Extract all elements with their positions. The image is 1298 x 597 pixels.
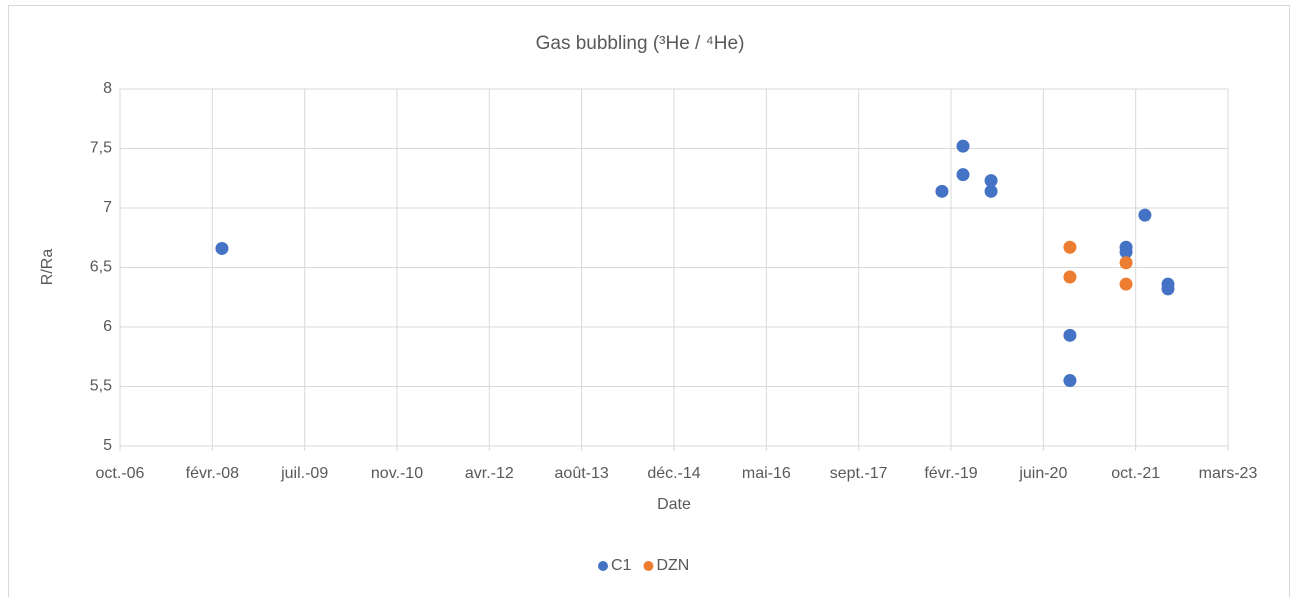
x-tick-label: juin-20 [1018,465,1067,482]
x-tick-label: juil.-09 [280,465,328,482]
x-tick-label: oct.-21 [1111,465,1160,482]
x-axis-label: Date [657,496,691,513]
point [1119,245,1133,259]
x-tick-label: nov.-10 [371,465,423,482]
y-tick-label: 5 [103,437,112,454]
point [1063,374,1077,388]
point [984,174,998,188]
legend-marker [643,561,654,571]
y-axis-label: R/Ra [39,249,56,286]
point [984,184,998,198]
x-tick-label: mars-23 [1199,465,1258,482]
point [215,241,229,255]
point [956,139,970,153]
point [1119,277,1133,291]
x-tick-label: août-13 [555,465,609,482]
point [1119,256,1133,270]
legend-label: DZN [656,557,689,574]
x-tick-label: févr.-19 [924,465,977,482]
point [1063,240,1077,254]
x-tick-label: févr.-08 [186,465,239,482]
point [956,168,970,182]
y-tick-label: 5,5 [90,378,112,395]
point [1063,270,1077,284]
y-tick-label: 6,5 [90,259,112,276]
y-tick-label: 6 [103,318,112,335]
y-tick-label: 7,5 [90,140,112,157]
y-tick-label: 8 [103,80,112,97]
legend-marker [598,561,608,571]
point [1063,328,1077,342]
x-tick-label: sept.-17 [830,465,888,482]
y-tick-label: 7 [103,199,112,216]
x-tick-label: déc.-14 [647,465,700,482]
point [1161,282,1175,296]
point [935,184,949,198]
x-tick-label: oct.-06 [96,465,145,482]
legend-label: C1 [611,557,632,574]
point [1138,208,1152,222]
x-tick-label: avr.-12 [465,465,514,482]
chart-border [8,5,1290,597]
x-tick-label: mai-16 [742,465,791,482]
chart-title: Gas bubbling (³He / ⁴He) [536,33,745,54]
